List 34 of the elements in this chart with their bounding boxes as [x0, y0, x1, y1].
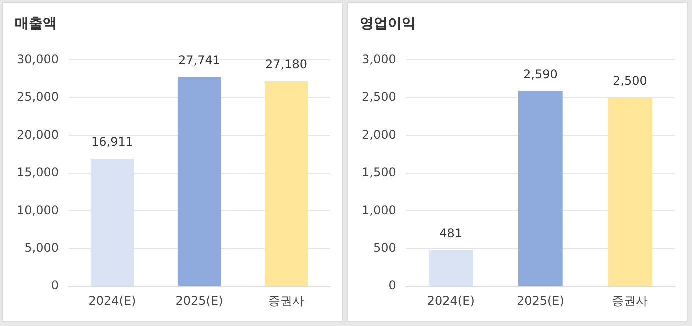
data-label: 481 [440, 226, 463, 240]
data-label: 27,180 [266, 58, 308, 72]
bar [264, 81, 308, 286]
chart-title: 매출액 [15, 15, 57, 33]
bar [178, 77, 222, 286]
y-tick-label: 3,000 [362, 52, 396, 66]
bar [518, 91, 563, 286]
y-tick-label: 15,000 [16, 166, 59, 180]
y-tick-label: 0 [51, 278, 59, 293]
data-label: 2,590 [523, 67, 558, 82]
x-tick-label: 2024(E) [427, 294, 475, 308]
x-tick-label: 2024(E) [88, 294, 136, 308]
y-tick-label: 0 [388, 278, 396, 293]
bar [90, 158, 134, 286]
y-tick-label: 25,000 [16, 90, 59, 104]
x-tick-label: 증권사 [612, 294, 648, 308]
x-tick-label: 2025(E) [176, 294, 224, 308]
y-tick-label: 30,000 [16, 52, 59, 66]
y-tick-label: 5,000 [24, 240, 59, 255]
y-tick-label: 500 [373, 240, 396, 255]
y-tick-label: 2,500 [362, 90, 396, 104]
y-tick-label: 1,500 [362, 166, 396, 180]
data-label: 16,911 [91, 135, 134, 150]
y-tick-label: 1,000 [362, 203, 396, 218]
x-tick-label: 증권사 [268, 294, 304, 308]
data-label: 2,500 [613, 74, 648, 88]
bar [608, 98, 652, 286]
y-tick-label: 10,000 [16, 203, 59, 218]
y-tick-label: 2,000 [362, 128, 396, 142]
bar [428, 250, 474, 286]
chart-title: 영업이익 [360, 15, 416, 33]
data-label: 27,741 [178, 53, 220, 68]
x-tick-label: 2025(E) [516, 294, 564, 308]
y-tick-label: 20,000 [16, 128, 59, 142]
